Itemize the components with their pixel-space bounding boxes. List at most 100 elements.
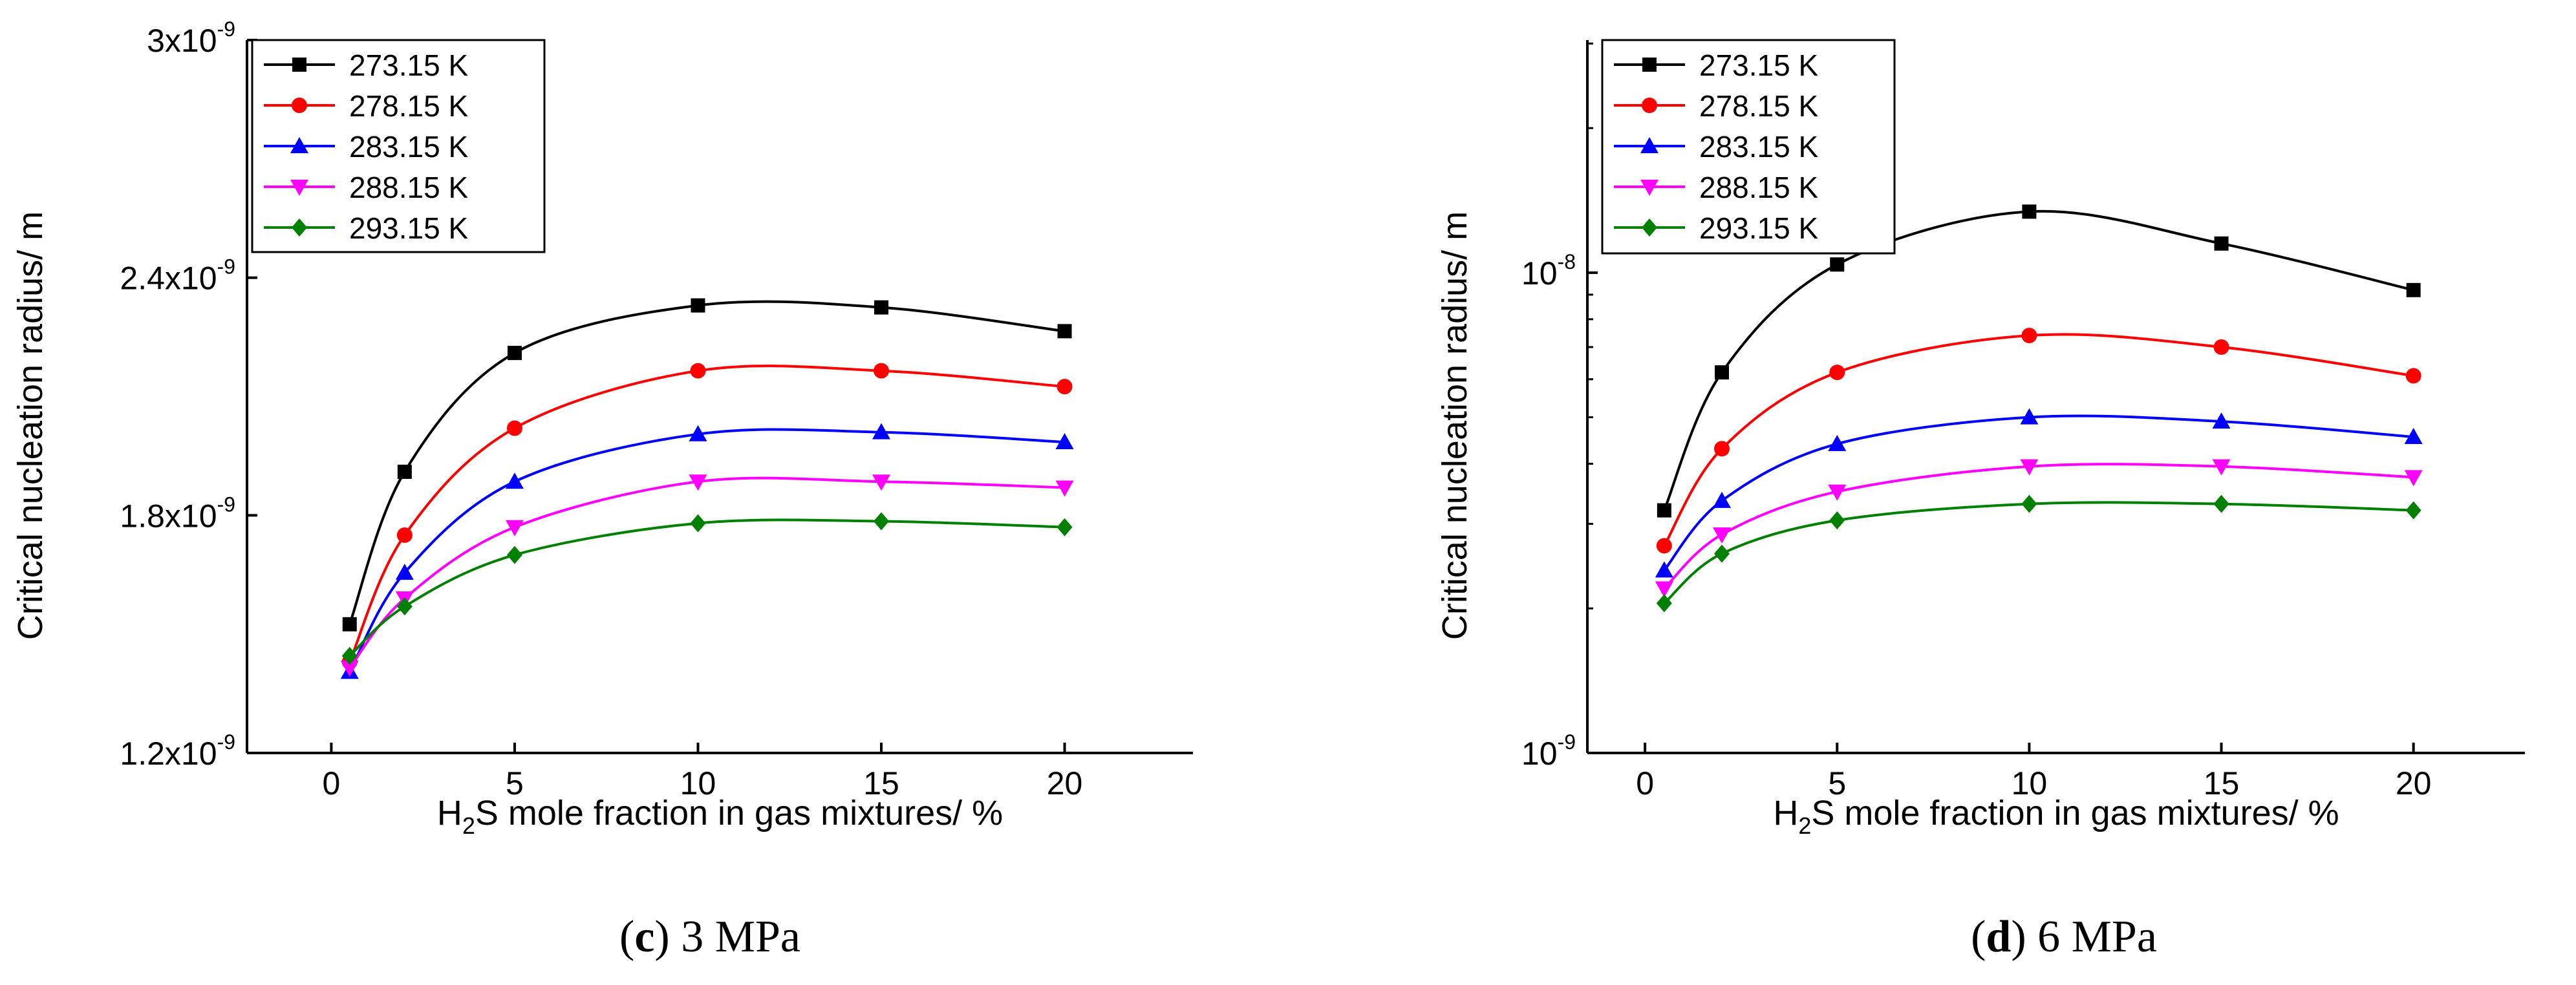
x-axis-title-prefix: H xyxy=(437,794,462,832)
y-tick-label: 3x10-9 xyxy=(147,17,235,59)
panel-caption: (c) 3 MPa xyxy=(619,912,800,962)
data-point xyxy=(2405,501,2421,520)
y-tick-exponent: -9 xyxy=(217,17,235,41)
data-point xyxy=(505,472,524,489)
data-point xyxy=(2212,412,2231,429)
data-point xyxy=(1830,257,1845,272)
legend: 273.15 K 278.15 K 283.15 K 288.15 K 293.15 K xyxy=(251,39,546,253)
series-2 xyxy=(1655,408,2423,578)
y-tick-exponent: -9 xyxy=(217,255,235,279)
legend-marker xyxy=(292,58,306,72)
x-tick-label: 15 xyxy=(2204,765,2240,801)
data-point xyxy=(874,512,890,531)
series-3 xyxy=(340,474,1074,677)
caption-panel-letter: d xyxy=(1986,912,2011,962)
data-point xyxy=(1057,324,1072,339)
data-point xyxy=(1057,518,1073,536)
data-point xyxy=(2213,339,2229,355)
caption-close-paren: ) xyxy=(654,912,681,962)
data-point xyxy=(1656,594,1672,613)
y-axis-title: Critical nucleation radius/ m xyxy=(11,211,50,640)
data-point xyxy=(872,423,891,440)
series-0 xyxy=(1657,204,2421,518)
data-point xyxy=(396,527,413,543)
y-tick-mantissa: 3x10 xyxy=(147,23,217,59)
legend-marker xyxy=(292,98,307,113)
x-tick-label: 5 xyxy=(506,765,524,801)
x-axis-title-suffix: S mole fraction in gas mixtures/ % xyxy=(1811,794,2339,832)
data-point xyxy=(2404,428,2423,445)
data-point xyxy=(341,646,358,665)
data-point xyxy=(2213,494,2229,513)
series-1 xyxy=(1656,328,2421,554)
data-point xyxy=(396,597,413,616)
data-point xyxy=(2405,368,2421,384)
data-point xyxy=(395,564,414,580)
data-point xyxy=(874,363,890,379)
x-tick-label: 20 xyxy=(2396,765,2432,801)
legend-label: 283.15 K xyxy=(349,130,468,164)
data-point xyxy=(1656,538,1672,554)
y-tick-exponent: -8 xyxy=(1558,250,1576,273)
y-tick-mantissa: 1.8x10 xyxy=(120,498,217,534)
y-tick-mantissa: 2.4x10 xyxy=(120,260,217,297)
y-tick-label: 1.8x10-9 xyxy=(120,492,235,534)
y-tick-mantissa: 1.2x10 xyxy=(120,736,217,772)
x-axis-title-subscript: 2 xyxy=(462,812,475,839)
data-point xyxy=(1828,434,1847,451)
data-point xyxy=(1055,432,1074,449)
legend-marker xyxy=(1642,218,1657,237)
legend-item: 293.15 K xyxy=(1614,211,1818,245)
series-4 xyxy=(1656,494,2421,613)
y-axis-title: Critical nucleation radius/ m xyxy=(1435,211,1474,640)
x-axis-title: H2S mole fraction in gas mixtures/ % xyxy=(437,794,1003,839)
data-point xyxy=(691,298,705,313)
legend-label: 273.15 K xyxy=(349,48,468,82)
data-point xyxy=(1657,503,1671,518)
legend-marker xyxy=(1642,98,1657,113)
y-tick-mantissa: 10 xyxy=(1521,736,1558,772)
series-line xyxy=(1663,463,2414,589)
series-line xyxy=(1663,333,2414,547)
data-point xyxy=(872,474,891,491)
data-point xyxy=(689,425,707,441)
data-point xyxy=(506,545,522,564)
y-tick-label: 1.2x10-9 xyxy=(120,730,235,772)
legend-label: 293.15 K xyxy=(1699,211,1818,245)
caption-panel-letter: c xyxy=(634,912,654,962)
legend-marker xyxy=(292,218,307,237)
data-point xyxy=(2022,204,2037,219)
legend-marker xyxy=(1640,180,1658,196)
data-point xyxy=(507,346,522,361)
y-tick-exponent: -9 xyxy=(217,492,235,516)
x-tick-label: 20 xyxy=(1047,765,1083,801)
y-tick-mantissa: 10 xyxy=(1521,255,1558,291)
series-line xyxy=(348,300,1065,625)
series-line xyxy=(349,518,1065,657)
data-point xyxy=(340,661,359,677)
x-tick-label: 10 xyxy=(2012,765,2048,801)
chart-panel-c: 0 5 10 15 201.2x10-91.8x10-92.4x10-93x10-9Cr… xyxy=(11,17,1193,962)
caption-text: 3 MPa xyxy=(681,912,800,962)
y-tick-exponent: -9 xyxy=(1558,730,1576,754)
y-tick-label: 10-9 xyxy=(1521,730,1576,772)
legend-marker xyxy=(290,137,308,153)
x-tick-label: 0 xyxy=(323,765,341,801)
x-axis-title-suffix: S mole fraction in gas mixtures/ % xyxy=(475,794,1003,832)
data-point xyxy=(1714,365,1729,380)
data-point xyxy=(1828,484,1847,501)
series-line xyxy=(1663,414,2414,571)
x-axis-title: H2S mole fraction in gas mixtures/ % xyxy=(1773,794,2339,839)
x-tick-label: 5 xyxy=(1828,765,1846,801)
data-point xyxy=(2404,470,2423,487)
data-point xyxy=(342,617,357,631)
series-line xyxy=(349,428,1065,673)
series-line xyxy=(1663,501,2414,604)
data-point xyxy=(689,474,707,491)
panel-caption: (d) 6 MPa xyxy=(1971,912,2157,962)
data-point xyxy=(690,514,706,533)
x-axis-title-subscript: 2 xyxy=(1798,812,1811,839)
